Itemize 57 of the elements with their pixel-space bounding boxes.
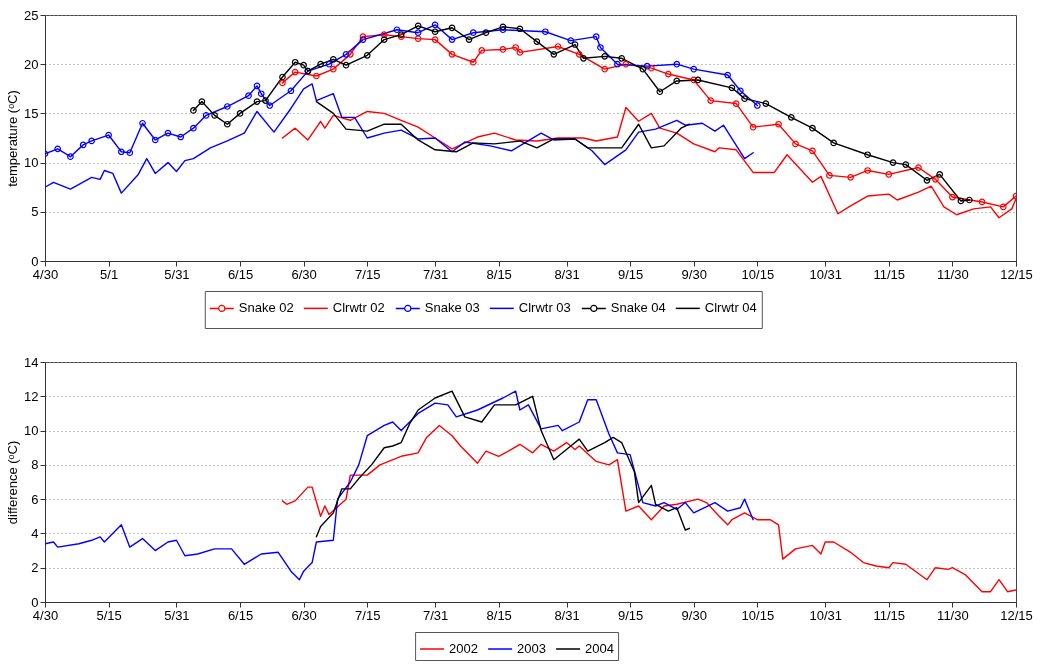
- y-tick-label: 4: [31, 525, 39, 541]
- x-tick-label: 10/31: [809, 266, 842, 282]
- x-tick-label: 9/30: [681, 266, 707, 282]
- y-tick-label: 5: [31, 204, 39, 220]
- x-tick-label: 4/30: [32, 607, 59, 623]
- x-tick-label: 5/15: [96, 607, 122, 623]
- y-tick-label: 14: [24, 354, 39, 370]
- y-tick-label: 20: [24, 56, 39, 72]
- y-axis-title: temperature (ᵒC): [5, 90, 21, 187]
- y-tick-label: 12: [24, 388, 39, 404]
- legend-label: Clrwtr 03: [518, 300, 571, 316]
- x-tick-label: 5/1: [100, 266, 119, 282]
- x-tick-label: 12/15: [1000, 266, 1033, 282]
- x-tick-label: 11/15: [873, 607, 906, 623]
- legend-label: Snake 04: [610, 300, 666, 316]
- x-tick-label: 6/15: [227, 607, 254, 623]
- legend-label: Clrwtr 02: [332, 300, 385, 316]
- x-tick-label: 7/15: [355, 607, 381, 623]
- x-tick-label: 7/31: [422, 607, 449, 623]
- legend-label: Snake 02: [238, 300, 294, 316]
- y-tick-label: 0: [31, 253, 39, 269]
- legend-label: Snake 03: [424, 300, 480, 316]
- x-tick-label: 9/15: [617, 266, 644, 282]
- x-tick-label: 11/15: [873, 266, 906, 282]
- x-tick-label: 10/31: [809, 607, 842, 623]
- legend-label: 2004: [585, 641, 615, 656]
- legend-label: Clrwtr 04: [704, 300, 757, 316]
- y-tick-label: 8: [31, 457, 39, 473]
- x-tick-label: 8/31: [554, 607, 580, 623]
- x-tick-label: 8/15: [486, 266, 512, 282]
- legend-label: 2003: [517, 641, 547, 656]
- x-tick-label: 9/15: [617, 607, 644, 623]
- x-tick-label: 8/15: [486, 607, 512, 623]
- x-tick-label: 9/30: [681, 607, 707, 623]
- y-tick-label: 2: [31, 560, 39, 576]
- x-tick-label: 5/31: [164, 607, 190, 623]
- x-tick-label: 10/15: [741, 266, 775, 282]
- y-tick-label: 10: [24, 423, 39, 439]
- y-tick-label: 10: [24, 155, 39, 171]
- y-tick-label: 6: [31, 491, 39, 507]
- x-tick-label: 6/30: [291, 607, 317, 623]
- x-tick-label: 6/15: [227, 266, 254, 282]
- y-tick-label: 0: [31, 594, 39, 610]
- y-axis-title: difference (ᵒC): [5, 440, 21, 525]
- y-tick-label: 25: [24, 7, 39, 23]
- x-tick-label: 7/31: [422, 266, 449, 282]
- x-tick-label: 5/31: [164, 266, 190, 282]
- x-tick-label: 11/30: [937, 266, 969, 282]
- x-tick-label: 12/15: [1000, 607, 1033, 623]
- x-tick-label: 11/30: [937, 607, 969, 623]
- x-tick-label: 6/30: [291, 266, 317, 282]
- x-tick-label: 10/15: [741, 607, 775, 623]
- legend-label: 2002: [449, 641, 479, 656]
- x-tick-label: 4/30: [32, 266, 59, 282]
- x-tick-label: 8/31: [554, 266, 580, 282]
- x-tick-label: 7/15: [355, 266, 381, 282]
- y-tick-label: 15: [24, 105, 39, 121]
